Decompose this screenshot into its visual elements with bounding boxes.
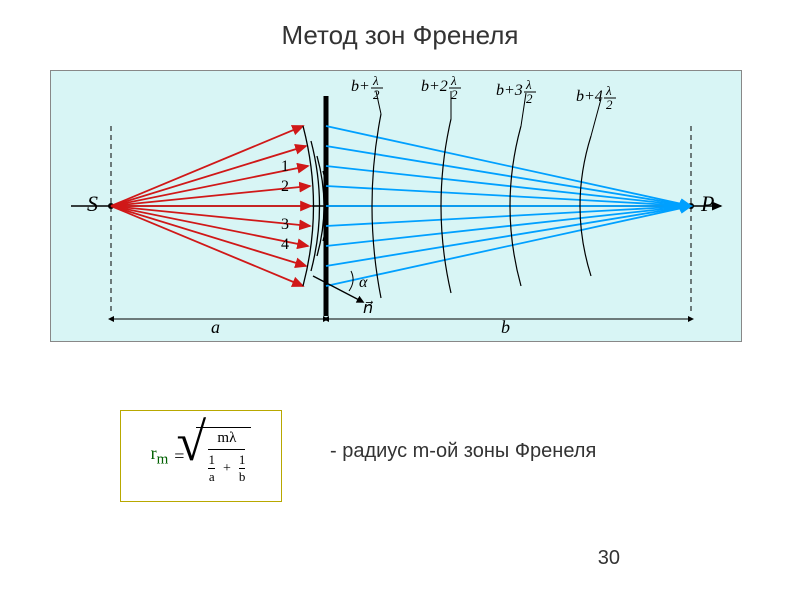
svg-text:1: 1 xyxy=(281,158,289,175)
formula-caption: - радиус m-ой зоны Френеля xyxy=(330,440,596,463)
svg-text:4: 4 xyxy=(281,236,289,253)
red-rays xyxy=(111,126,311,286)
diagram-svg: S P xyxy=(51,71,741,341)
svg-text:b+: b+ xyxy=(351,78,370,95)
label-pointers xyxy=(376,91,601,136)
path-labels: b+ λ 2 b+2 λ 2 b+3 λ 2 b+4 λ 2 xyxy=(351,73,616,112)
page-title: Метод зон Френеля xyxy=(0,0,800,51)
alpha-label: α xyxy=(359,274,368,291)
formula-numerator: mλ xyxy=(208,430,245,447)
svg-text:2: 2 xyxy=(526,91,533,106)
S-label: S xyxy=(87,191,98,216)
formula-box: rm = √ mλ 1 a + 1 b xyxy=(120,410,282,502)
svg-text:b+3: b+3 xyxy=(496,82,523,99)
dist-a-label: a xyxy=(211,317,220,337)
svg-text:λ: λ xyxy=(605,83,612,98)
svg-text:2: 2 xyxy=(373,87,380,102)
svg-text:2: 2 xyxy=(281,178,289,195)
P-label: P xyxy=(700,191,714,216)
svg-text:b+2: b+2 xyxy=(421,78,448,95)
fresnel-diagram: S P xyxy=(50,70,742,342)
page-number: 30 xyxy=(598,547,620,570)
svg-text:λ: λ xyxy=(450,73,457,88)
svg-text:b+4: b+4 xyxy=(576,88,603,105)
normal-label: n⃗ xyxy=(363,300,373,317)
formula-sqrt: √ mλ 1 a + 1 b xyxy=(190,427,251,485)
dist-b-label: b xyxy=(501,317,510,337)
svg-text:2: 2 xyxy=(606,97,613,112)
svg-text:λ: λ xyxy=(372,73,379,88)
svg-text:2: 2 xyxy=(451,87,458,102)
svg-text:3: 3 xyxy=(281,216,289,233)
blue-rays xyxy=(326,126,691,286)
svg-text:λ: λ xyxy=(525,77,532,92)
formula-lhs: rm xyxy=(151,443,169,469)
